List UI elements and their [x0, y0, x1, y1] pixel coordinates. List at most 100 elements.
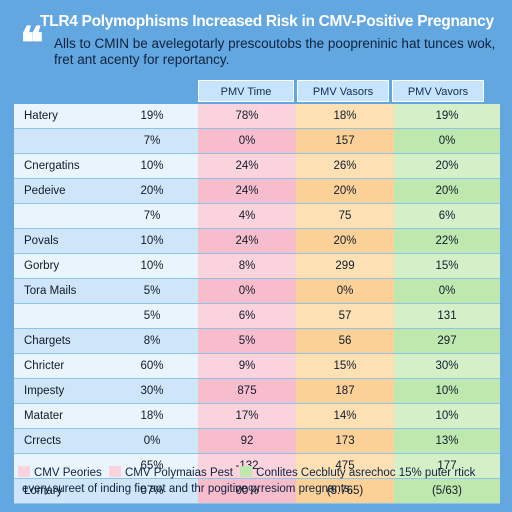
- row-col1-cell: 24%: [198, 179, 296, 203]
- row-name-cell: Pedeive: [14, 179, 198, 203]
- table-row: Matater 18% 17% 14% 10%: [14, 404, 500, 429]
- row-base-cell: 5%: [143, 285, 161, 297]
- row-base-cell: 19%: [140, 110, 164, 122]
- row-name-cell: Cnergatins: [14, 154, 198, 178]
- legend-note: every.sureet of inding fie aot and thr p…: [22, 483, 353, 495]
- row-col3-cell: 131: [394, 304, 500, 328]
- data-table: Hatery 19% 78% 18% 19% 7% 0% 157 0% Cnergatins 10%…: [14, 104, 500, 504]
- column-header-3[interactable]: PMV Vavors: [392, 80, 484, 102]
- row-base-cell: 60%: [140, 360, 164, 372]
- row-name-cell: Crrects: [14, 429, 198, 453]
- row-base-cell: 20%: [140, 185, 164, 197]
- row-name-cell: Chricter: [14, 354, 198, 378]
- row-col2-cell: 75: [296, 204, 394, 228]
- row-col3-cell: (5/63): [394, 479, 500, 503]
- row-col2-cell: 157: [296, 129, 394, 153]
- row-base-cell: 65%: [140, 460, 164, 472]
- row-base-cell: 10%: [140, 160, 164, 172]
- table-row: Gorbry 10% 8% 299 15%: [14, 254, 500, 279]
- table-row: Chricter 60% 9% 15% 30%: [14, 354, 500, 379]
- table-row: Crrects 0% 92 173 13%: [14, 429, 500, 454]
- row-base-cell: 5%: [143, 310, 161, 322]
- table-row: Chargets 8% 5% 56 297: [14, 329, 500, 354]
- quote-mark-icon: ❝: [20, 18, 44, 69]
- row-col3-cell: 20%: [394, 179, 500, 203]
- row-col3-cell: 177: [394, 454, 500, 478]
- row-col2-cell: 299: [296, 254, 394, 278]
- row-col1-cell: 24%: [198, 229, 296, 253]
- row-col3-cell: 30%: [394, 354, 500, 378]
- table-row: Pedeive 20% 24% 20% 20%: [14, 179, 500, 204]
- row-col1-cell: 9%: [198, 354, 296, 378]
- row-col3-cell: 22%: [394, 229, 500, 253]
- row-col1-cell: 24%: [198, 154, 296, 178]
- page-subtitle: Alls to CMIN be avelegotarly prescoutobs…: [54, 36, 496, 67]
- row-col2-cell: 173: [296, 429, 394, 453]
- row-col3-cell: 10%: [394, 404, 500, 428]
- row-col2-cell: 20%: [296, 229, 394, 253]
- row-col2-cell: 187: [296, 379, 394, 403]
- table-row: Lomary 07% 00% (5.765) (5/63): [14, 479, 500, 504]
- row-name-cell: [14, 454, 198, 478]
- row-col2-cell: 15%: [296, 354, 394, 378]
- page-title: TLR4 Polymophisms Increased Risk in CMV-…: [40, 13, 494, 30]
- row-base-cell: 7%: [143, 210, 161, 222]
- row-col3-cell: 6%: [394, 204, 500, 228]
- row-name-cell: Tora Mails: [14, 279, 198, 303]
- row-col2-cell: 0%: [296, 279, 394, 303]
- table-row: Hatery 19% 78% 18% 19%: [14, 104, 500, 129]
- row-col2-cell: (5.765): [296, 479, 394, 503]
- legend-swatch-3: [240, 466, 253, 477]
- row-name-cell: [14, 129, 198, 153]
- row-name-cell: Matater: [14, 404, 198, 428]
- row-col2-cell: 56: [296, 329, 394, 353]
- table-row: Cnergatins 10% 24% 26% 20%: [14, 154, 500, 179]
- table-row: Impesty 30% 875 187 10%: [14, 379, 500, 404]
- row-base-cell: 18%: [140, 410, 164, 422]
- row-col2-cell: 20%: [296, 179, 394, 203]
- row-col1-cell: 92: [198, 429, 296, 453]
- row-name-cell: Lomary: [14, 479, 198, 503]
- legend-label-2: CMV Polymaias Pest: [124, 467, 233, 479]
- row-base-cell: 7%: [143, 135, 161, 147]
- row-base-cell: 10%: [140, 260, 164, 272]
- table-row: 7% 0% 157 0%: [14, 129, 500, 154]
- legend-swatch-2: [108, 466, 121, 477]
- row-col3-cell: 297: [394, 329, 500, 353]
- table-row: Tora Mails 5% 0% 0% 0%: [14, 279, 500, 304]
- row-base-cell: 07%: [140, 485, 164, 497]
- row-name-cell: [14, 204, 198, 228]
- table-row: 5% 6% 57 131: [14, 304, 500, 329]
- row-col3-cell: 0%: [394, 279, 500, 303]
- row-col3-cell: 20%: [394, 154, 500, 178]
- row-col1-cell: 0%: [198, 129, 296, 153]
- column-header-1[interactable]: PMV Time: [198, 80, 294, 102]
- row-col2-cell: 475: [296, 454, 394, 478]
- column-header-2[interactable]: PMV Vasors: [297, 80, 389, 102]
- row-col1-cell: 78%: [198, 104, 296, 128]
- legend: CMV Peories CMV Polymaias Pest Conlites …: [14, 466, 504, 479]
- row-col2-cell: 14%: [296, 404, 394, 428]
- row-col2-cell: 26%: [296, 154, 394, 178]
- row-col2-cell: 18%: [296, 104, 394, 128]
- row-base-cell: 30%: [140, 385, 164, 397]
- row-base-cell: 10%: [140, 235, 164, 247]
- row-col1-cell: 00%: [198, 479, 296, 503]
- row-col1-cell: 6%: [198, 304, 296, 328]
- row-name-cell: Chargets: [14, 329, 198, 353]
- legend-swatch-1: [18, 466, 30, 477]
- row-col3-cell: 13%: [394, 429, 500, 453]
- row-col1-cell: 5%: [198, 329, 296, 353]
- row-col1-cell: 0%: [198, 279, 296, 303]
- table-row: 65%-132475177: [14, 454, 500, 479]
- row-base-cell: 0%: [143, 435, 161, 447]
- row-col1-cell: 8%: [198, 254, 296, 278]
- row-col3-cell: 10%: [394, 379, 500, 403]
- column-headers: PMV Time PMV Vasors PMV Vavors: [0, 80, 512, 104]
- row-col3-cell: 0%: [394, 129, 500, 153]
- row-name-cell: Povals: [14, 229, 198, 253]
- table-row: 7% 4% 75 6%: [14, 204, 500, 229]
- row-name-cell: Impesty: [14, 379, 198, 403]
- row-col3-cell: 15%: [394, 254, 500, 278]
- row-col1-cell: 875: [198, 379, 296, 403]
